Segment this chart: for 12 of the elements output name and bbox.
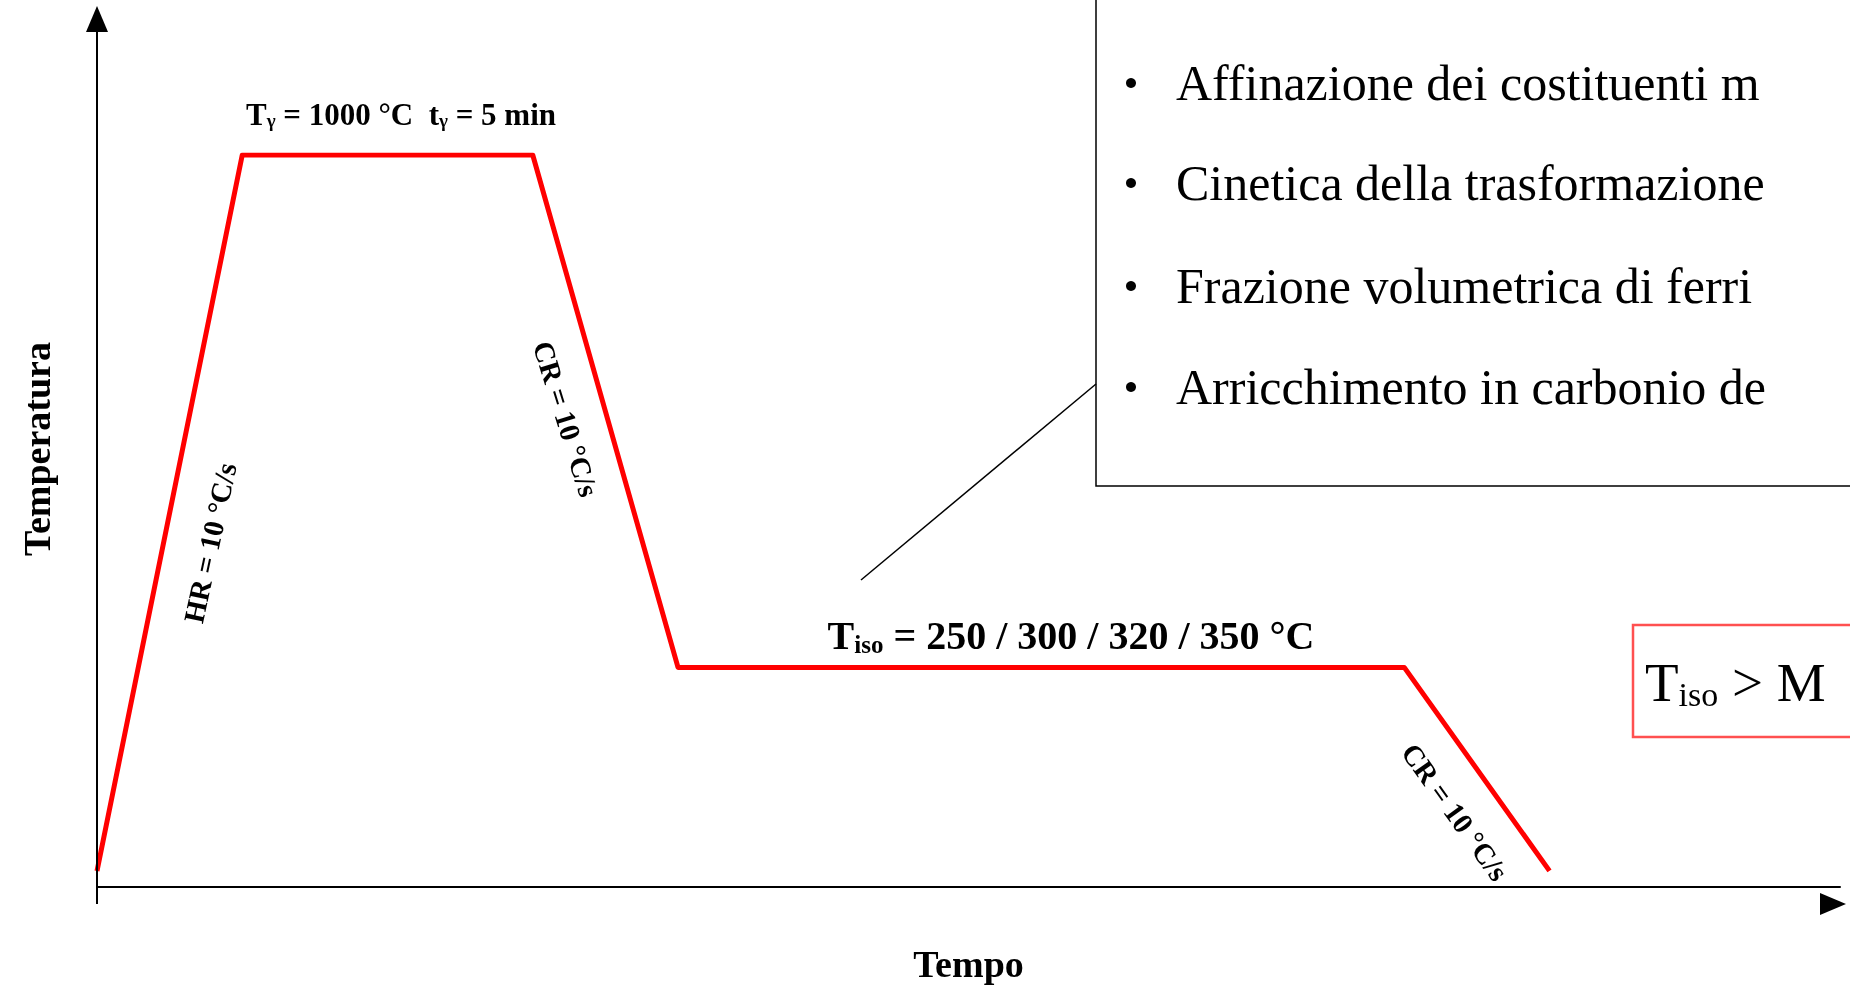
annotation: CR = 10 °C/s <box>526 337 606 501</box>
annotation: Cinetica della trasformazione <box>1176 155 1765 211</box>
x-axis-title: Tempo <box>913 943 1024 985</box>
annotation: Frazione volumetrica di ferri <box>1176 258 1753 314</box>
y-axis-title: Temperatura <box>16 342 58 556</box>
annotation: Tiso = 250 / 300 / 320 / 350 °C <box>827 612 1315 658</box>
annotation: CR = 10 °C/s <box>1395 737 1515 887</box>
text: Affinazione dei costituenti m <box>1176 55 1760 111</box>
text: Tγ = 1000 °C tγ = 5 min <box>245 96 557 132</box>
annotation: HR = 10 °C/s <box>177 460 243 626</box>
annotation: Tiso > M <box>1645 651 1826 713</box>
annotation: Arricchimento in carbonio de <box>1176 359 1767 415</box>
